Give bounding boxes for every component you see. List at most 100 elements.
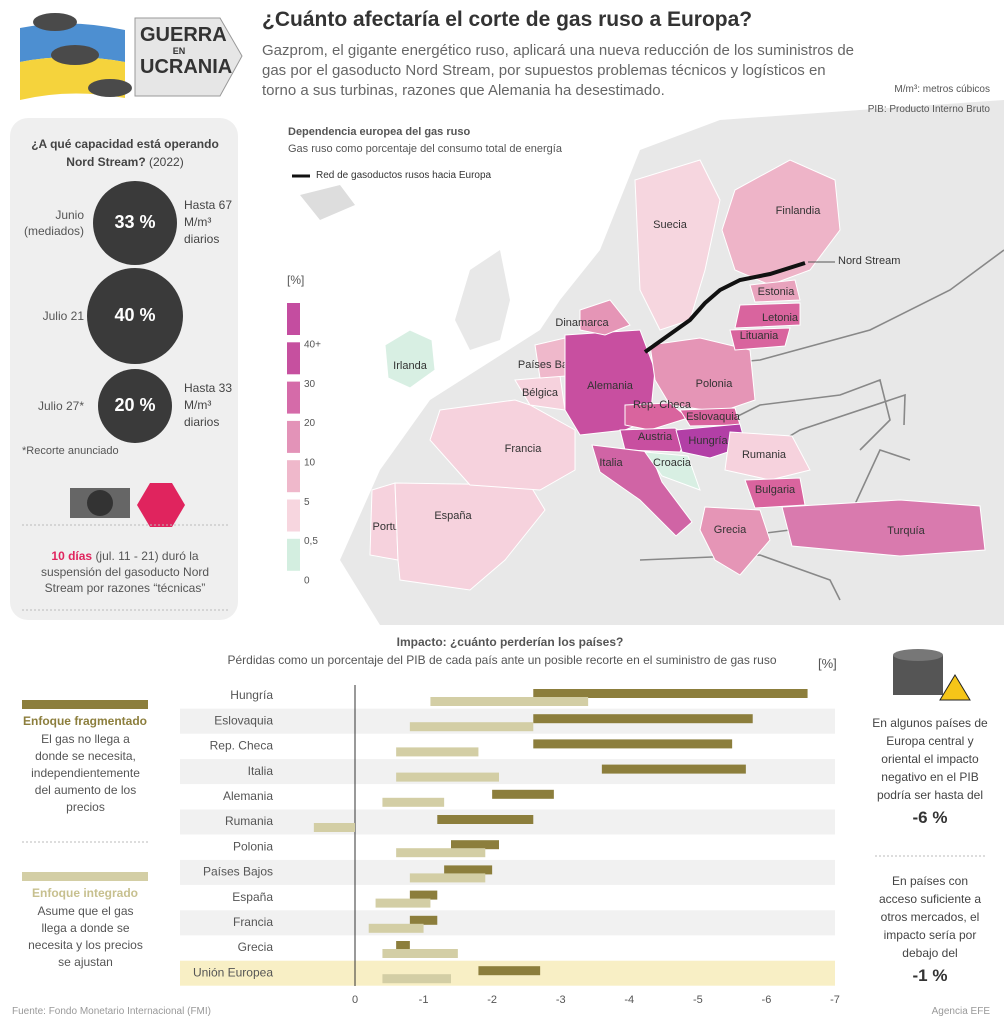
capacity-note: Hasta 33 M/m³ diarios [184, 381, 233, 429]
country-label: Lituania [740, 330, 779, 342]
map-title: Dependencia europea del gas ruso [288, 126, 471, 138]
scale-swatch [287, 420, 300, 453]
row-band [180, 859, 835, 885]
x-tick-label: 0 [352, 994, 358, 1006]
country-label: Eslovaquia [686, 411, 741, 423]
scale-swatch [287, 342, 300, 375]
legend-swatch [22, 700, 148, 709]
bar [409, 890, 438, 900]
category-label: Francia [233, 915, 273, 929]
country-shape [384, 329, 436, 389]
bar [409, 722, 534, 732]
badge-line: EN [172, 46, 186, 56]
country-label: Italia [599, 457, 623, 469]
category-label: Eslovaquia [214, 713, 273, 727]
chart-title: Impacto: ¿cuánto perderían los países? [396, 635, 624, 649]
scale-swatch [287, 381, 300, 414]
scale-label: 10 [304, 458, 316, 469]
bar [492, 789, 554, 799]
bar [396, 747, 479, 757]
category-label: Países Bajos [203, 865, 273, 879]
side-panel [10, 118, 238, 620]
capacity-label: Julio 27* [37, 399, 84, 413]
country-shape [729, 327, 791, 351]
x-tick-label: -6 [762, 994, 772, 1006]
row-band [180, 910, 835, 936]
agency: Agencia EFE [931, 1006, 990, 1017]
scale-swatch [287, 460, 300, 493]
legend-swatch [22, 872, 148, 881]
impact-text: En algunos países de Europa central y or… [872, 716, 988, 802]
category-label: Unión Europea [193, 965, 273, 979]
country-label: Bélgica [522, 387, 559, 399]
country-shape [429, 399, 576, 491]
valve-icon [70, 483, 185, 527]
country-label: Croacia [653, 457, 692, 469]
suspension-text: (jul. 11 - 21) duró la suspensión del ga… [40, 549, 210, 595]
badge-line: UCRANIA [140, 56, 233, 78]
country-label: Dinamarca [555, 317, 609, 329]
category-label: Alemania [223, 789, 273, 803]
capacity-circle [87, 268, 183, 364]
country-shape [579, 299, 631, 336]
bar [409, 915, 438, 925]
country-shape [699, 506, 771, 576]
capacity-label: Julio 21 [42, 309, 84, 323]
bar [396, 848, 486, 858]
country-shape [724, 431, 811, 481]
legend-name: Enfoque integrado [32, 886, 138, 900]
notes: M/m³: metros cúbicos PIB: Producto Intern… [868, 80, 990, 120]
capacity-value: 20 % [114, 395, 156, 415]
capacity-value: 40 % [114, 305, 156, 325]
country-label: Suecia [653, 219, 688, 231]
footnote: *Recorte anunciado [22, 445, 119, 457]
bar [533, 739, 733, 749]
scale-swatch [287, 499, 300, 532]
legend-name: Enfoque fragmentado [22, 714, 147, 728]
bar-chart: Hungría Eslovaquia Rep. Checa Italia Alemani… [180, 685, 840, 1006]
scale-unit: [%] [287, 273, 305, 287]
badge-line: GUERRA [140, 24, 227, 46]
bar [396, 941, 410, 950]
country-shape [649, 337, 756, 413]
capacity-circle [93, 181, 177, 265]
country-shape [624, 402, 690, 431]
x-tick-label: -5 [693, 994, 703, 1006]
country-shape [721, 159, 841, 286]
scale-label: 0,5 [304, 536, 318, 547]
scale-label: 20 [304, 418, 316, 429]
nord-stream-line [643, 261, 806, 354]
x-tick-label: -2 [487, 994, 497, 1006]
country-shape [749, 279, 801, 303]
impact-text: En países con acceso suficiente a otros … [878, 874, 982, 960]
bar [478, 966, 541, 976]
map: IrlandaPortugalEspañaFranciaBélgicaPaíse… [287, 159, 986, 591]
country-label: Letonia [762, 312, 799, 324]
country-label: Rumania [742, 449, 787, 461]
country-shape [781, 499, 986, 557]
country-label: Grecia [714, 524, 747, 536]
country-label: Irlanda [393, 360, 428, 372]
country-label: Turquía [887, 525, 925, 537]
chart-unit: [%] [818, 656, 837, 671]
category-label: España [232, 890, 273, 904]
flag [20, 13, 132, 100]
scale-label: 40+ [304, 340, 321, 351]
bar [375, 898, 431, 908]
capacity-circle [98, 369, 172, 443]
capacity-title: ¿A qué capacidad está operando Nord Stre… [30, 135, 220, 171]
x-tick-label: -3 [556, 994, 566, 1006]
country-label: España [434, 510, 472, 522]
impact-value: -1 % [912, 966, 948, 985]
bar [533, 714, 753, 724]
pipeline-legend: Red de gasoductos rusos hacia Europa [316, 170, 492, 181]
bar [444, 865, 493, 875]
bar [409, 873, 486, 883]
badge-text: GUERRA EN UCRANIA [140, 24, 233, 78]
category-label: Hungría [230, 688, 273, 702]
category-label: Rumania [225, 814, 273, 828]
capacity-year: (2022) [149, 155, 184, 169]
nord-stream-label: Nord Stream [838, 255, 901, 267]
